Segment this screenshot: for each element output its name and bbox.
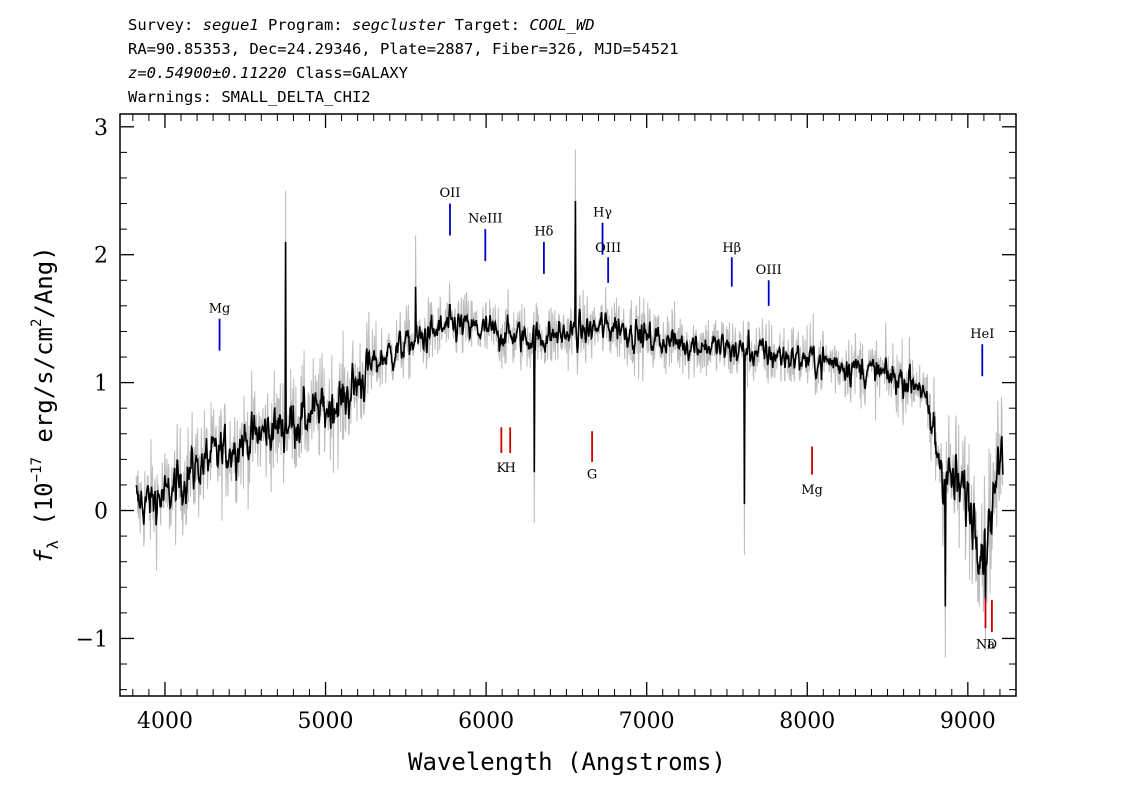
x-tick-label: 9000	[940, 709, 996, 734]
program-label: Program:	[259, 16, 352, 34]
y-tick-label: 0	[94, 500, 108, 525]
header-line-3: z=0.54900±0.11220 Class=GALAXY	[128, 64, 409, 82]
line-annotations: Mg OII NeIII Hδ Hγ OIII Hβ OIII HeI KH G Mg NaD	[209, 186, 997, 653]
label-oii: OII	[440, 186, 461, 201]
label-mg: Mg	[801, 483, 823, 498]
y-tick-label: 3	[94, 116, 108, 141]
x-tick-label: 8000	[779, 709, 835, 734]
y-tick-label: 2	[94, 244, 108, 269]
y-label-f: f	[30, 549, 58, 564]
axis-ticks: 4000 5000 6000 7000 8000 9000 −1 0 1 2 3	[76, 114, 1017, 734]
label-k: K	[497, 461, 507, 476]
plot-header: Survey: segue1 Program: segcluster Targe…	[128, 16, 679, 106]
label-g: G	[587, 468, 597, 483]
header-line-1: Survey: segue1 Program: segcluster Targe…	[128, 16, 595, 34]
x-axis-label: Wavelength (Angstroms)	[408, 748, 726, 776]
x-tick-label: 5000	[298, 709, 354, 734]
x-tick-label: 6000	[458, 709, 514, 734]
label-hβ: Hβ	[722, 241, 741, 256]
survey-value: segue1	[203, 16, 259, 34]
y-label-tail: /Ang)	[30, 246, 58, 318]
target-value: COOL_WD	[529, 16, 594, 34]
y-label-lambda: λ	[44, 540, 62, 549]
label-na: Na	[976, 638, 995, 653]
label-d: D	[987, 638, 997, 653]
header-line-2: RA=90.85353, Dec=24.29346, Plate=2887, F…	[128, 40, 679, 58]
y-label-sq: 2	[29, 319, 45, 327]
x-tick-label: 4000	[137, 709, 193, 734]
label-hγ: Hγ	[593, 205, 612, 220]
redshift-value: z=0.54900±0.11220	[128, 64, 287, 82]
y-tick-label: 1	[94, 372, 108, 397]
y-tick-label: −1	[76, 627, 108, 652]
label-hδ: Hδ	[534, 225, 553, 240]
x-tick-label: 7000	[619, 709, 675, 734]
label-oiii: OIII	[756, 263, 782, 278]
program-value: segcluster	[352, 16, 446, 34]
y-label-units: erg/s/cm	[30, 327, 58, 457]
smoothed-flux-line	[135, 200, 1004, 607]
y-label-open: (10	[30, 482, 58, 540]
raw-flux-line	[135, 149, 1004, 658]
raw-flux-layer	[135, 149, 1004, 658]
plot-frame	[119, 113, 1017, 697]
label-mg: Mg	[209, 301, 231, 316]
header-line-4: Warnings: SMALL_DELTA_CHI2	[128, 88, 371, 106]
label-oiii: OIII	[595, 241, 621, 256]
class-value: Class=GALAXY	[287, 64, 409, 82]
target-label: Target:	[445, 16, 529, 34]
label-h: H	[505, 461, 516, 476]
y-label-exp: −17	[29, 457, 45, 482]
label-hei: HeI	[970, 327, 994, 342]
smoothed-flux-layer	[135, 200, 1004, 607]
survey-label: Survey:	[128, 16, 203, 34]
label-neiii: NeIII	[468, 212, 502, 227]
y-axis-label: fλ (10−17 erg/s/cm2/Ang)	[29, 246, 62, 563]
y-axis-label-text: fλ (10−17 erg/s/cm2/Ang)	[29, 246, 62, 563]
